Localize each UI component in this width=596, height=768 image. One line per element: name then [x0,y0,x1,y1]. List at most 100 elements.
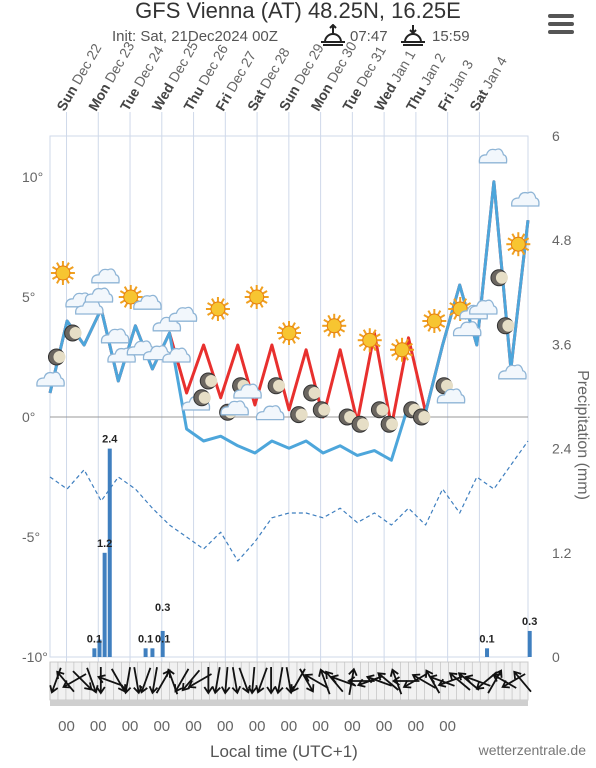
precip-bar [102,552,107,657]
min-temperature-line [48,180,530,462]
precip-bar [485,648,490,657]
sun-icon [322,313,347,338]
precip-bar [107,448,112,657]
credit-text[interactable]: wetterzentrale.de [478,742,586,758]
wind-arrow-icon [148,667,159,695]
cloud-icon [255,405,285,421]
sun-icon [422,309,447,333]
x-tick-label: 00 [312,718,329,735]
wind-arrow-icon [220,666,231,695]
precip-data-label: 0.3 [522,616,537,628]
sunrise-time: 07:47 [350,28,388,45]
moon-icon [370,401,389,419]
wind-arrow-icon [203,667,214,695]
wind-arrow-icon [464,674,491,687]
precip-bar [97,639,102,657]
sun-icon [244,285,269,309]
wind-arrow-icon [299,668,315,693]
scroll-strip [50,700,528,706]
wind-arrow-icon [411,673,436,689]
x-tick-label: 00 [153,718,170,735]
sun-icon [50,261,75,285]
sunset-icon [400,24,426,52]
moon-icon [47,348,66,366]
moon-icon [290,406,308,424]
moon-icon [312,401,331,419]
x-tick-label: 00 [439,718,456,735]
y2-axis-label: Precipitation (mm) [574,370,591,500]
cloud-icon [498,364,527,380]
y2-tick-label: 3.6 [552,336,572,352]
y2-tick-label: 4.8 [552,232,572,248]
moon-icon [490,269,508,287]
y-tick-label: -10° [22,649,48,665]
cloud-icon [100,328,130,344]
wind-arrow-icon [501,673,526,689]
x-tick-label: 00 [90,718,107,735]
hamburger-menu-icon[interactable] [548,14,574,34]
wind-arrow-icon [389,668,403,695]
y-tick-label: 5° [22,289,35,305]
precip-data-label: 0.1 [479,633,494,645]
y2-tick-label: 2.4 [552,441,572,457]
precip-bar [92,648,97,657]
wind-arrow-icon [274,667,284,695]
cloud-icon [469,299,498,315]
sun-icon [357,328,382,353]
x-tick-label: 00 [122,718,139,735]
moon-icon [380,415,399,433]
y2-tick-label: 0 [552,649,560,665]
precip-bar [150,648,155,657]
cloud-icon [162,347,191,363]
x-tick-label: 00 [58,718,75,735]
moon-icon [267,377,286,395]
x-axis-label: Local time (UTC+1) [210,742,358,761]
sunrise-icon [320,23,346,52]
x-tick-label: 00 [217,718,234,735]
wind-arrow-icon [247,666,258,695]
y-tick-label: -5° [22,529,40,545]
x-tick-label: 00 [408,718,425,735]
wind-arrow-icon [513,670,532,693]
page-title: GFS Vienna (AT) 48.25N, 16.25E [135,0,461,23]
wind-arrow-icon [121,667,132,695]
moon-icon [199,372,218,390]
x-tick-label: 00 [249,718,266,735]
sun-icon [277,321,301,345]
wind-arrow-icon [318,668,331,695]
precip-bar [160,630,165,657]
x-tick-label: 00 [185,718,202,735]
precip-data-label: 1.2 [97,538,112,550]
wind-arrow-icon [448,672,471,691]
day-label: Sat Jan 4 [466,53,510,113]
cloud-icon [511,191,540,207]
x-tick-label: 00 [344,718,361,735]
wind-arrow-icon [231,667,242,695]
y-tick-label: 10° [22,169,43,185]
cloud-icon [436,388,466,404]
precip-data-label: 0.1 [87,633,102,645]
wind-arrow-icon [181,669,201,692]
precip-data-label: 0.3 [155,602,170,614]
cloud-icon [478,148,508,164]
x-tick-label: 00 [280,718,297,735]
wind-arrow-icon [62,673,87,689]
precip-bar [527,630,532,657]
cloud-icon [452,321,482,337]
sun-icon [390,337,415,362]
wind-arrow-icon [255,667,268,694]
precip-data-label: 2.4 [102,434,118,446]
y2-tick-label: 6 [552,128,560,144]
cloud-icon [91,268,120,284]
cloud-icon [168,306,198,322]
dewpoint-line [49,440,529,562]
wind-arrow-icon [377,672,399,691]
wind-arrow-icon [96,674,124,687]
wind-arrow-icon [304,673,329,689]
cloud-icon [220,400,249,416]
precip-data-label: 0.1 [138,633,153,645]
wind-arrow-icon [174,668,190,693]
y-tick-label: 0° [22,409,35,425]
init-text: Init: Sat, 21Dec2024 00Z [112,28,278,45]
